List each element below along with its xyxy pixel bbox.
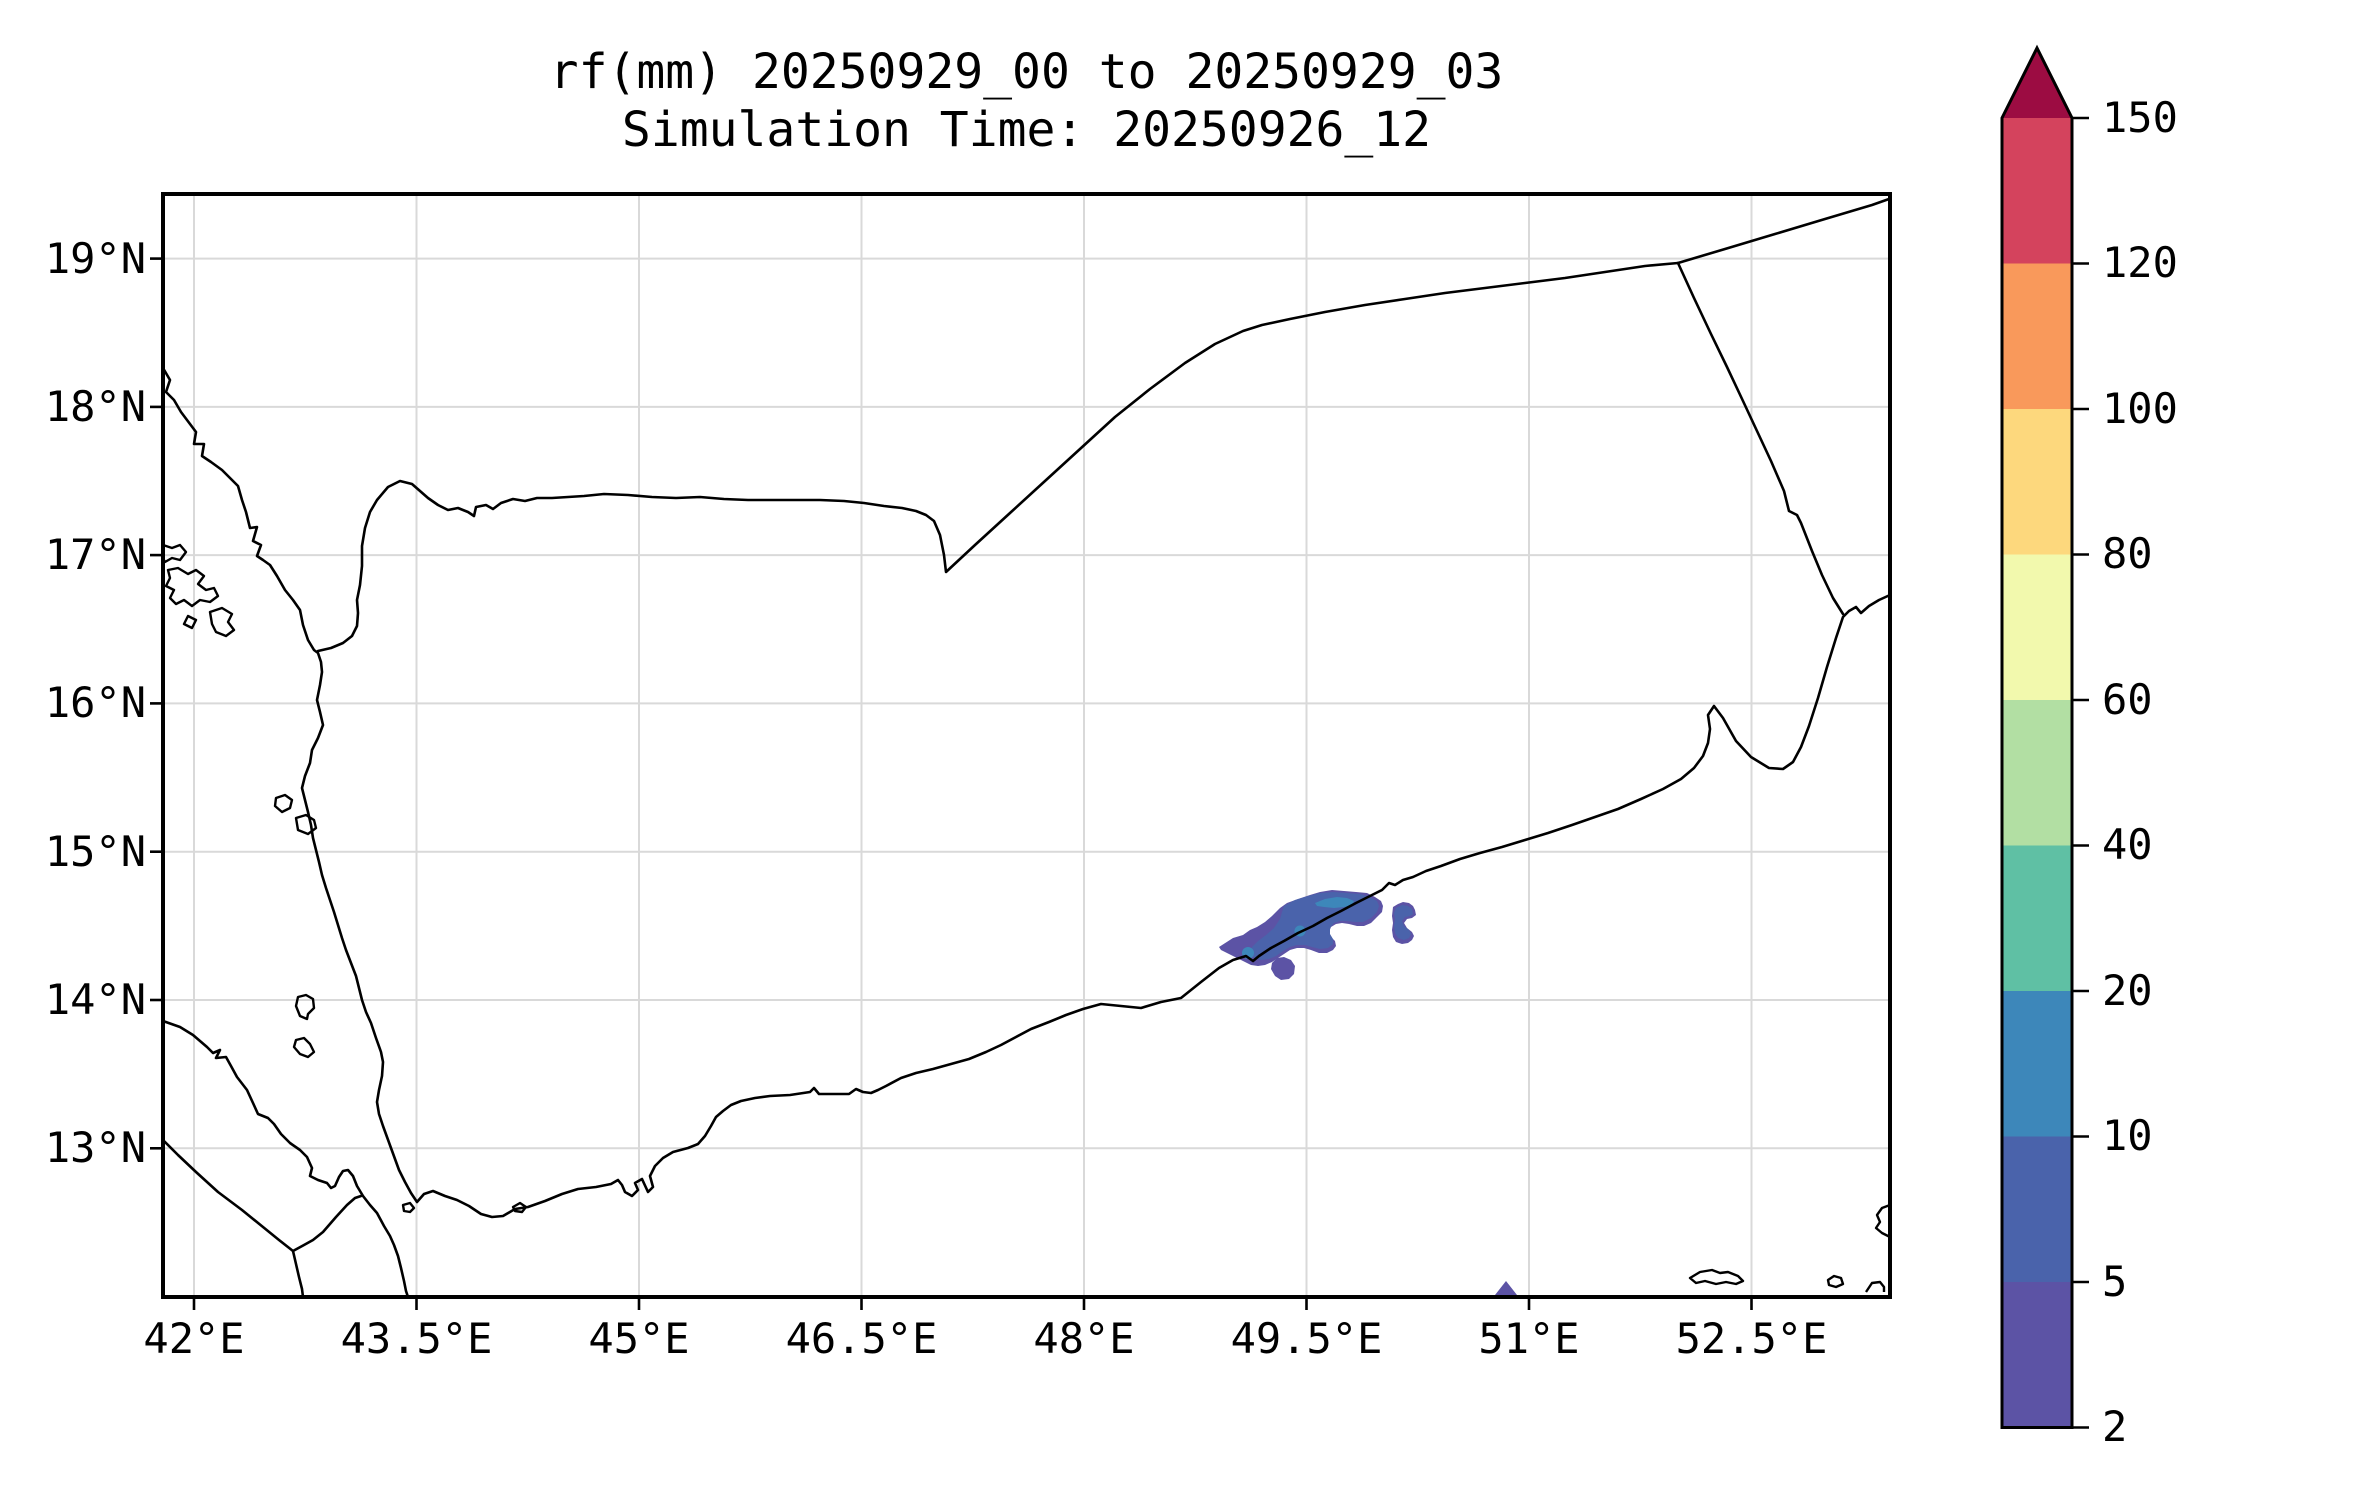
coastlines-borders	[161, 197, 1892, 1299]
map-frame	[161, 192, 1892, 1299]
coastline-africa	[161, 1019, 410, 1299]
island-corner-bump	[1865, 1280, 1886, 1293]
ytick-18n: 18°N	[44, 382, 146, 431]
cbar-label-100: 100	[2102, 384, 2178, 433]
border-africa-south	[291, 1249, 305, 1299]
cbar-label-5: 5	[2102, 1257, 2128, 1306]
island-zuqar	[294, 993, 316, 1021]
cbar-label-60: 60	[2102, 675, 2153, 724]
cbar-label-80: 80	[2102, 529, 2153, 578]
gridlines	[163, 194, 1890, 1297]
plot-title-line2: Simulation Time: 20250926_12	[621, 102, 1432, 158]
colorbar-seg-80-100	[2002, 409, 2072, 555]
colorbar-seg-20-40	[2002, 845, 2072, 991]
colorbar	[2000, 44, 2089, 1429]
island-perim	[401, 1201, 416, 1214]
ytick-16n: 16°N	[44, 678, 146, 727]
ytick-19n: 19°N	[44, 234, 146, 283]
colorbar-seg-100-120	[2002, 263, 2072, 409]
colorbar-outline	[2000, 44, 2074, 1429]
island-brothers	[1826, 1274, 1845, 1289]
island-socotra-tip	[1874, 1203, 1891, 1239]
cbar-label-40: 40	[2102, 820, 2153, 869]
colorbar-seg-120-150	[2002, 118, 2072, 264]
xtick-48e: 48°E	[1033, 1314, 1135, 1363]
colorbar-seg-5-10	[2002, 1136, 2072, 1282]
ytick-13n: 13°N	[44, 1123, 146, 1172]
border-saudi-yemen	[316, 261, 1680, 653]
xtick-42e: 42°E	[143, 1314, 245, 1363]
island-coastal-islet	[511, 1201, 528, 1214]
xtick-49-5e: 49.5°E	[1230, 1314, 1383, 1363]
cbar-label-150: 150	[2102, 93, 2178, 142]
colorbar-seg-40-60	[2002, 700, 2072, 846]
ytick-14n: 14°N	[44, 975, 146, 1024]
xtick-51e: 51°E	[1478, 1314, 1580, 1363]
island-kamaran-b	[294, 813, 318, 836]
rain-level3-top	[1315, 897, 1354, 908]
xtick-46-5e: 46.5°E	[785, 1314, 938, 1363]
colorbar-seg-10-20	[2002, 991, 2072, 1137]
xtick-52-5e: 52.5°E	[1675, 1314, 1828, 1363]
cbar-label-10: 10	[2102, 1111, 2153, 1160]
border-africa-inland	[161, 1138, 363, 1253]
colorbar-seg-60-80	[2002, 554, 2072, 700]
colorbar-seg-2-5	[2002, 1282, 2072, 1428]
rain-contours	[1219, 890, 1517, 1295]
island-abd-al-kuri	[1688, 1268, 1745, 1286]
coastline-arabia	[161, 366, 1892, 1219]
colorbar-ticks	[2072, 116, 2089, 1429]
colorbar-extend-arrow	[2002, 48, 2072, 118]
plot-title-line1: rf(mm) 20250929_00 to 20250929_03	[549, 44, 1504, 100]
cbar-label-120: 120	[2102, 238, 2178, 287]
rain-level2-east	[1394, 905, 1413, 940]
island-farasan-d	[182, 614, 198, 630]
xtick-45e: 45°E	[588, 1314, 690, 1363]
cbar-label-2: 2	[2102, 1402, 2128, 1451]
island-farasan-c	[208, 606, 236, 638]
island-farasan-a	[161, 543, 188, 564]
border-oman-yemen	[1676, 261, 1845, 616]
rain-level1-bottom-edge	[1495, 1281, 1517, 1295]
ytick-17n: 17°N	[44, 530, 146, 579]
island-kamaran-a	[273, 793, 294, 814]
cbar-label-20: 20	[2102, 966, 2153, 1015]
rain-level1-south	[1271, 957, 1295, 980]
islands	[161, 543, 1891, 1293]
island-hanish	[292, 1036, 316, 1059]
island-farasan-b	[164, 566, 220, 608]
ytick-15n: 15°N	[44, 827, 146, 876]
axis-ticks	[150, 257, 1753, 1310]
xtick-43-5e: 43.5°E	[340, 1314, 493, 1363]
border-saudi-oman	[1676, 197, 1891, 265]
